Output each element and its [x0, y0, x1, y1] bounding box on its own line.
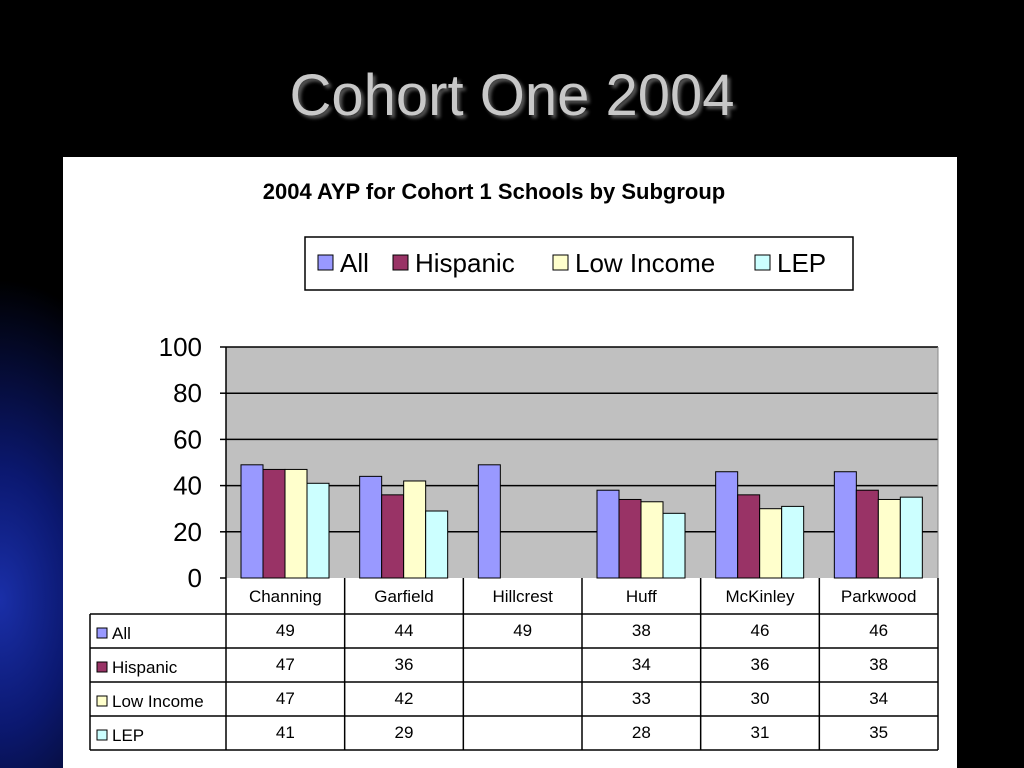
data-table: Channing Garfield Hillcrest Huff McKinley Par… — [89, 578, 939, 751]
x-tick-label-huff: Huff — [626, 587, 657, 606]
bar-parkwood-low-income — [877, 498, 901, 579]
data-label-parkwood-all: 46 — [869, 621, 888, 640]
y-tick-label: 20 — [173, 517, 202, 547]
bar-mckinley-low-income — [759, 508, 783, 579]
y-tick-label: 80 — [173, 378, 202, 408]
legend-swatch-low-income — [552, 254, 569, 271]
bar-hillcrest-all — [477, 464, 501, 579]
data-label-mckinley-lep: 31 — [751, 723, 770, 742]
data-label-channing-lep: 41 — [276, 723, 295, 742]
x-tick-label-hillcrest: Hillcrest — [492, 587, 553, 606]
y-tick-label: 40 — [173, 471, 202, 501]
data-label-mckinley-hispanic: 36 — [751, 655, 770, 674]
legend-swatch-lep — [754, 254, 771, 271]
data-label-garfield-all: 44 — [395, 621, 414, 640]
bar-channing-all — [240, 464, 264, 579]
chart-title: 2004 AYP for Cohort 1 Schools by Subgrou… — [263, 179, 726, 204]
data-label-huff-all: 38 — [632, 621, 651, 640]
bar-mckinley-lep — [781, 505, 805, 579]
y-tick-label: 100 — [159, 332, 202, 362]
legend-label-hispanic: Hispanic — [415, 248, 515, 278]
data-label-mckinley-all: 46 — [751, 621, 770, 640]
data-label-mckinley-low-income: 30 — [751, 689, 770, 708]
bar-huff-lep — [662, 512, 686, 579]
bar-channing-low-income — [284, 468, 308, 579]
table-swatch-lep — [96, 729, 108, 741]
table-row-label-low-income: Low Income — [112, 692, 204, 711]
plot-area: 0 20 40 60 80 100 — [159, 332, 939, 593]
bar-channing-lep — [306, 482, 330, 579]
data-label-hillcrest-all: 49 — [513, 621, 532, 640]
x-tick-label-channing: Channing — [249, 587, 322, 606]
bar-huff-all — [596, 489, 620, 579]
table-row-label-lep: LEP — [112, 726, 144, 745]
chart-panel: 2004 AYP for Cohort 1 Schools by Subgrou… — [63, 157, 957, 768]
bar-huff-low-income — [640, 501, 664, 579]
y-tick-label: 0 — [188, 563, 202, 593]
table-row-label-all: All — [112, 624, 131, 643]
legend: All Hispanic Low Income LEP — [304, 236, 854, 291]
bar-chart: 2004 AYP for Cohort 1 Schools by Subgrou… — [89, 179, 939, 751]
data-label-channing-low-income: 47 — [276, 689, 295, 708]
bar-huff-hispanic — [618, 498, 642, 579]
plot-background — [226, 347, 938, 578]
data-label-garfield-lep: 29 — [395, 723, 414, 742]
slide-title: Cohort One 2004 — [289, 63, 735, 128]
data-label-channing-all: 49 — [276, 621, 295, 640]
x-tick-label-parkwood: Parkwood — [841, 587, 917, 606]
data-label-parkwood-low-income: 34 — [869, 689, 888, 708]
bar-garfield-low-income — [403, 480, 427, 579]
table-swatch-hispanic — [96, 661, 108, 673]
legend-label-lep: LEP — [777, 248, 826, 278]
legend-swatch-hispanic — [392, 254, 409, 271]
bar-garfield-hispanic — [381, 494, 405, 579]
data-label-huff-lep: 28 — [632, 723, 651, 742]
data-label-channing-hispanic: 47 — [276, 655, 295, 674]
bar-channing-hispanic — [262, 468, 286, 579]
bar-parkwood-lep — [899, 496, 923, 579]
legend-label-low-income: Low Income — [575, 248, 715, 278]
legend-label-all: All — [340, 248, 369, 278]
x-tick-label-garfield: Garfield — [374, 587, 434, 606]
data-label-huff-hispanic: 34 — [632, 655, 651, 674]
bar-mckinley-all — [715, 471, 739, 579]
bar-parkwood-hispanic — [855, 489, 879, 579]
table-swatch-all — [96, 627, 108, 639]
data-label-garfield-low-income: 42 — [395, 689, 414, 708]
x-tick-label-mckinley: McKinley — [726, 587, 795, 606]
data-label-parkwood-lep: 35 — [869, 723, 888, 742]
bar-parkwood-all — [833, 471, 857, 579]
data-label-parkwood-hispanic: 38 — [869, 655, 888, 674]
data-label-huff-low-income: 33 — [632, 689, 651, 708]
legend-swatch-all — [317, 254, 334, 271]
y-tick-label: 60 — [173, 424, 202, 454]
bar-garfield-lep — [425, 510, 449, 579]
table-row-label-hispanic: Hispanic — [112, 658, 178, 677]
bar-mckinley-hispanic — [737, 494, 761, 579]
data-label-garfield-hispanic: 36 — [395, 655, 414, 674]
table-swatch-low-income — [96, 695, 108, 707]
bar-garfield-all — [359, 475, 383, 579]
